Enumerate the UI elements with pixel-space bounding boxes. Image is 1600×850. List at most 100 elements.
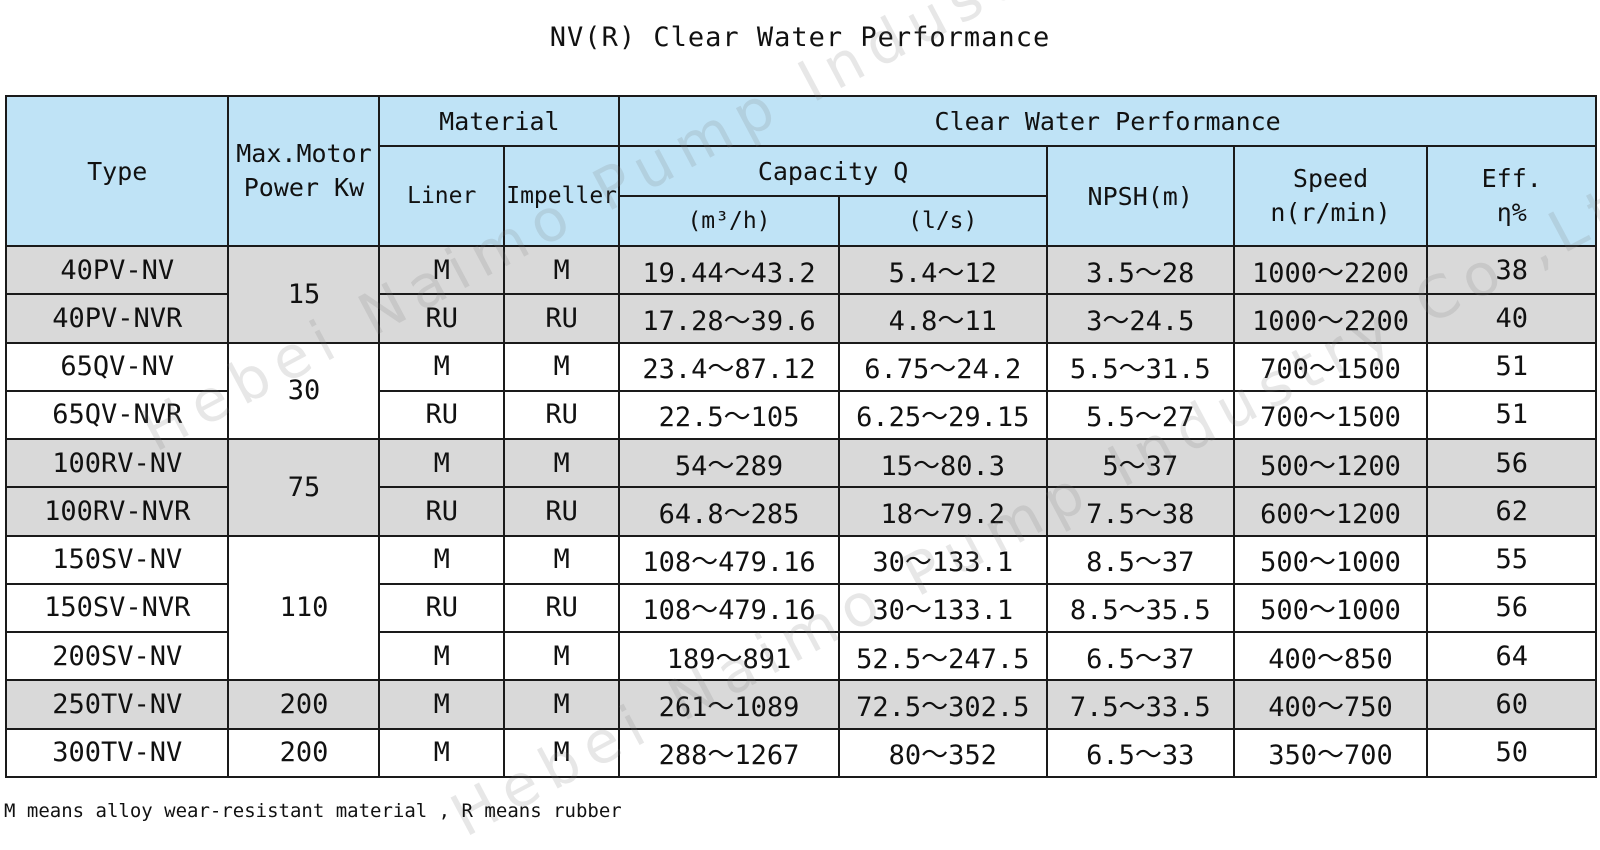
header-motor-power: Max.Motor Power Kw [227, 95, 381, 247]
cell-impeller: M [502, 631, 621, 682]
cell-npsh: 3.5～28 [1045, 244, 1235, 296]
cell-capacity-ls: 80～352 [837, 727, 1048, 779]
cell-npsh: 7.5～33.5 [1045, 679, 1235, 730]
cell-npsh: 5～37 [1045, 438, 1235, 489]
cell-capacity-ls: 72.5～302.5 [837, 679, 1048, 730]
table-row: 300TV-NV 200 M M 288～1267 80～352 6.5～33 … [4, 727, 1597, 779]
cell-capacity-ls: 15～80.3 [837, 438, 1048, 489]
cell-capacity-m3h: 108～479.16 [618, 582, 840, 634]
cell-npsh: 6.5～33 [1045, 727, 1235, 779]
cell-motor-power: 110 [227, 534, 381, 682]
cell-type: 65QV-NVR [4, 389, 230, 441]
table-row: 100RV-NV 75 M M 54～289 15～80.3 5～37 500～… [4, 438, 1597, 537]
cell-liner: RU [378, 486, 505, 537]
table-row: 150SV-NV 110 M M 108～479.16 30～133.1 8.5… [4, 534, 1597, 682]
cell-speed: 400～850 [1232, 631, 1429, 682]
cell-efficiency: 38 [1426, 244, 1597, 296]
footnote: M means alloy wear-resistant material , … [4, 800, 622, 822]
cell-speed: 500～1000 [1232, 534, 1429, 585]
cell-capacity-ls: 6.25～29.15 [837, 389, 1048, 441]
cell-capacity-m3h: 288～1267 [618, 727, 840, 779]
cell-capacity-ls: 6.75～24.2 [837, 341, 1048, 392]
cell-liner: M [378, 244, 505, 296]
page-title: NV(R) Clear Water Performance [549, 22, 1051, 53]
cell-capacity-ls: 18～79.2 [837, 486, 1048, 537]
header-capacity-ls: (l/s) [837, 195, 1048, 247]
table-row: 65QV-NVR RU RU 22.5～105 6.25～29.15 5.5～2… [4, 389, 1597, 441]
table-row: 250TV-NV 200 M M 261～1089 72.5～302.5 7.5… [4, 679, 1597, 730]
cell-speed: 600～1200 [1232, 486, 1429, 537]
header-speed-line1: Speed [1292, 164, 1369, 193]
header-eff-line2: η% [1496, 198, 1527, 227]
cell-motor-power: 75 [227, 438, 381, 537]
cell-efficiency: 50 [1426, 727, 1597, 779]
cell-capacity-ls: 30～133.1 [837, 582, 1048, 634]
cell-npsh: 5.5～31.5 [1045, 341, 1235, 392]
cell-efficiency: 60 [1426, 679, 1597, 730]
cell-capacity-ls: 5.4～12 [837, 244, 1048, 296]
header-speed-line2: n(r/min) [1270, 198, 1391, 227]
cell-efficiency: 64 [1426, 631, 1597, 682]
cell-speed: 350～700 [1232, 727, 1429, 779]
cell-motor-power: 15 [227, 245, 381, 344]
header-impeller: Impeller [502, 145, 621, 247]
table-row: 40PV-NVR RU RU 17.28～39.6 4.8～11 3～24.5 … [4, 293, 1597, 344]
cell-liner: M [378, 534, 505, 585]
cell-type: 150SV-NVR [4, 582, 230, 634]
table-row: 100RV-NVR RU RU 64.8～285 18～79.2 7.5～38 … [4, 486, 1597, 537]
cell-type: 65QV-NV [4, 341, 230, 392]
cell-npsh: 8.5～35.5 [1045, 582, 1235, 634]
cell-npsh: 6.5～37 [1045, 631, 1235, 682]
table-row: 200SV-NV M M 189～891 52.5～247.5 6.5～37 4… [4, 631, 1597, 682]
cell-efficiency: 55 [1426, 534, 1597, 585]
header-eff-line1: Eff. [1481, 164, 1542, 193]
cell-motor-power: 30 [227, 341, 381, 441]
cell-speed: 1000～2200 [1232, 244, 1429, 296]
cell-capacity-m3h: 108～479.16 [618, 534, 840, 585]
cell-speed: 700～1500 [1232, 341, 1429, 392]
cell-capacity-m3h: 23.4～87.12 [618, 341, 840, 392]
cell-liner: RU [378, 389, 505, 441]
cell-speed: 500～1000 [1232, 582, 1429, 634]
cell-capacity-ls: 30～133.1 [837, 534, 1048, 585]
cell-speed: 500～1200 [1232, 438, 1429, 489]
cell-capacity-m3h: 261～1089 [618, 679, 840, 730]
cell-capacity-ls: 4.8～11 [837, 293, 1048, 344]
header-capacity: Capacity Q [618, 145, 1048, 197]
cell-efficiency: 56 [1426, 582, 1597, 634]
cell-capacity-ls: 52.5～247.5 [837, 631, 1048, 682]
cell-efficiency: 51 [1426, 389, 1597, 441]
header-liner: Liner [378, 145, 505, 247]
cell-impeller: RU [502, 293, 621, 344]
header-motor-line1: Max.Motor [236, 139, 372, 168]
header-efficiency: Eff. η% [1426, 145, 1597, 247]
cell-npsh: 3～24.5 [1045, 293, 1235, 344]
cell-liner: RU [378, 582, 505, 634]
cell-liner: M [378, 438, 505, 489]
cell-liner: M [378, 679, 505, 730]
cell-impeller: M [502, 679, 621, 730]
cell-motor-power: 200 [227, 679, 381, 730]
cell-impeller: RU [502, 486, 621, 537]
cell-type: 100RV-NV [4, 438, 230, 489]
header-speed: Speed n(r/min) [1232, 145, 1429, 247]
cell-efficiency: 56 [1426, 438, 1597, 489]
cell-type: 250TV-NV [4, 679, 230, 730]
cell-type: 200SV-NV [4, 631, 230, 682]
cell-capacity-m3h: 22.5～105 [618, 389, 840, 441]
cell-type: 300TV-NV [4, 727, 230, 779]
cell-liner: M [378, 727, 505, 779]
cell-impeller: RU [502, 582, 621, 634]
performance-table: Type Max.Motor Power Kw Material Clear W… [4, 95, 1597, 779]
cell-impeller: M [502, 244, 621, 296]
header-material: Material [378, 95, 621, 147]
cell-type: 40PV-NV [4, 244, 230, 296]
cell-capacity-m3h: 19.44～43.2 [618, 244, 840, 296]
cell-liner: M [378, 631, 505, 682]
cell-liner: M [378, 341, 505, 392]
header-clear-water-performance: Clear Water Performance [618, 95, 1597, 147]
cell-speed: 700～1500 [1232, 389, 1429, 441]
table-row: 65QV-NV 30 M M 23.4～87.12 6.75～24.2 5.5～… [4, 341, 1597, 441]
cell-npsh: 5.5～27 [1045, 389, 1235, 441]
cell-impeller: M [502, 534, 621, 585]
